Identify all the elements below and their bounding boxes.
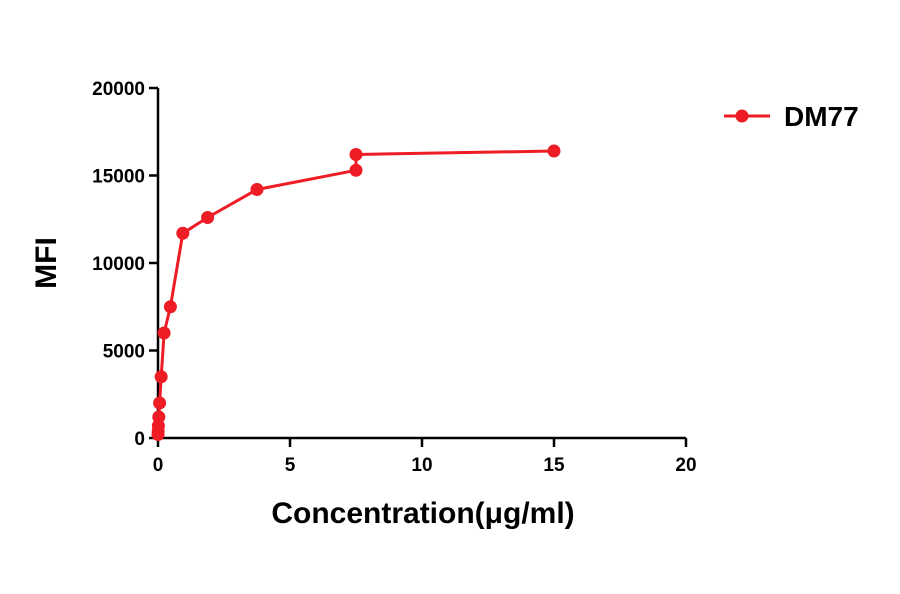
- axes: [156, 88, 686, 440]
- legend-label-dm77: DM77: [784, 101, 859, 132]
- series-layer: [151, 144, 561, 441]
- data-point: [201, 211, 215, 224]
- series-line-dm77: [156, 149, 555, 435]
- data-point: [349, 148, 363, 161]
- x-tick-label: 5: [285, 455, 296, 476]
- legend-marker: [735, 109, 749, 123]
- y-axis-ticks: 0 5000 10000 15000 20000: [92, 79, 158, 450]
- data-point: [153, 396, 167, 410]
- data-point: [154, 370, 168, 384]
- x-tick-label: 0: [153, 455, 164, 476]
- legend: DM77: [724, 101, 859, 132]
- y-axis-title: MFI: [30, 237, 63, 289]
- y-tick-label: 20000: [92, 79, 145, 100]
- x-tick-label: 15: [543, 455, 565, 476]
- x-tick-label: 20: [675, 455, 696, 476]
- data-point: [547, 144, 561, 158]
- data-point: [152, 410, 166, 424]
- x-tick-label: 10: [411, 455, 432, 476]
- data-point: [349, 163, 363, 177]
- x-axis-ticks: 0 5 10 15 20: [153, 438, 697, 476]
- data-point: [157, 326, 171, 340]
- data-point: [163, 300, 177, 314]
- x-axis-title: Concentration(μg/ml): [271, 497, 574, 530]
- y-tick-label: 0: [134, 429, 145, 450]
- data-point: [176, 226, 190, 240]
- y-tick-label: 10000: [92, 254, 145, 275]
- y-tick-label: 15000: [92, 167, 145, 188]
- y-tick-label: 5000: [103, 342, 145, 363]
- data-point: [250, 183, 264, 196]
